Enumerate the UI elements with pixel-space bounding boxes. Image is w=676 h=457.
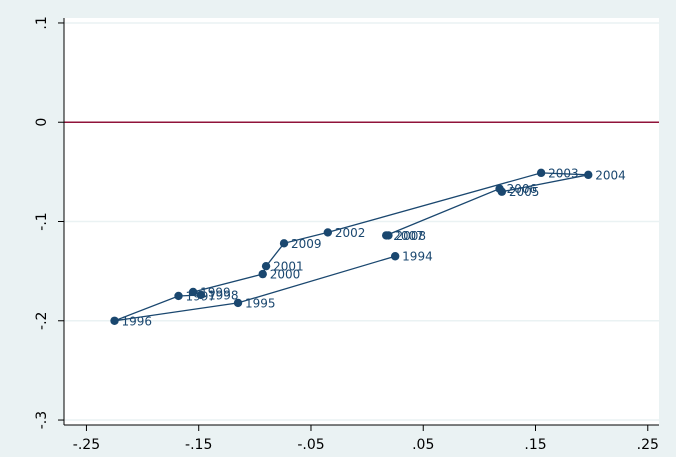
point-label: 1995	[245, 296, 276, 310]
point-label: 2008	[395, 229, 426, 243]
y-tick-label: 0	[34, 118, 50, 127]
point-label: 2002	[335, 226, 366, 240]
axes: -.25 -.15 -.05 .05 .15 .25 .1 0 -.1 -.2 -.3	[34, 16, 659, 453]
data-point	[584, 170, 593, 180]
point-label: 2005	[509, 185, 540, 199]
data-point	[261, 261, 271, 271]
point-label: 1996	[122, 314, 153, 328]
point-label: 2003	[548, 166, 579, 180]
point-label: 2000	[270, 268, 301, 282]
data-point	[174, 291, 183, 301]
x-tick-label: .25	[637, 437, 659, 453]
data-point	[233, 298, 243, 308]
data-point	[196, 290, 206, 300]
point-label: 2001	[273, 260, 304, 274]
y-tick-label: .1	[34, 16, 50, 29]
data-point	[384, 231, 393, 240]
y-tick-label: -.1	[34, 212, 50, 230]
point-label: 1999	[200, 285, 231, 299]
x-tick-label: .15	[524, 437, 546, 453]
point-label: 1994	[402, 250, 433, 264]
y-tick-label: -.2	[34, 312, 50, 330]
data-point	[390, 252, 400, 261]
series: 1994199519961997199819992000200120092002…	[110, 166, 626, 328]
point-label: 2009	[291, 237, 322, 251]
data-point	[495, 184, 504, 193]
data-point	[279, 239, 289, 248]
data-point	[536, 168, 546, 178]
point-label: 2007	[393, 229, 424, 243]
x-tick-label: .05	[412, 437, 434, 453]
x-tick-label: -.05	[297, 437, 324, 453]
x-tick-label: -.25	[73, 437, 100, 453]
data-point	[188, 287, 198, 297]
y-tick-label: -.3	[34, 411, 50, 429]
gridlines	[64, 22, 659, 421]
point-label: 2004	[595, 168, 626, 182]
data-point	[110, 316, 119, 325]
point-label: 1998	[208, 288, 239, 302]
data-point	[323, 228, 333, 237]
data-point	[258, 269, 267, 279]
x-tick-label: -.15	[185, 437, 212, 453]
point-label: 2006	[507, 182, 538, 196]
